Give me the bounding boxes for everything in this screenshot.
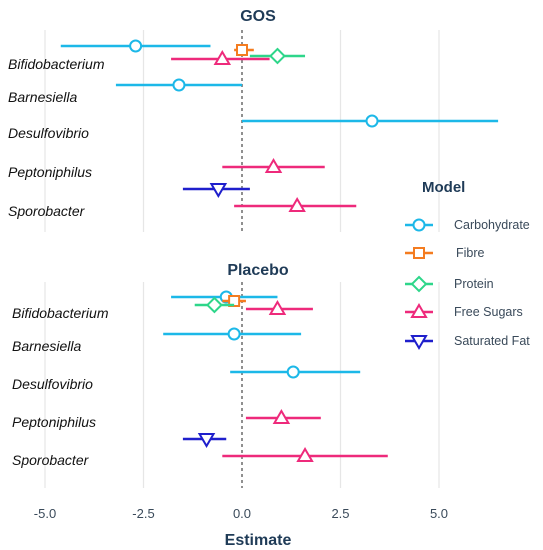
point-marker xyxy=(288,197,306,212)
data-point-protein xyxy=(249,47,306,65)
x-tick-label: 2.5 xyxy=(331,506,349,521)
data-point-fibre xyxy=(234,44,254,56)
point-marker xyxy=(236,44,248,56)
legend-label: Carbohydrate xyxy=(454,218,530,232)
panel-title: Placebo xyxy=(227,262,289,279)
point-marker xyxy=(129,39,143,53)
category-label: Peptoniphilus xyxy=(12,414,96,430)
category-label: Barnesiella xyxy=(12,338,81,354)
x-tick-label: 5.0 xyxy=(430,506,448,521)
legend-label: Free Sugars xyxy=(454,305,523,319)
category-label: Sporobacter xyxy=(12,452,90,468)
point-marker xyxy=(227,327,241,341)
data-point-carbohydrate xyxy=(60,39,211,53)
point-marker xyxy=(213,50,232,65)
legend: Model Carbohydrate Fibre Protein Free Sugars… xyxy=(405,179,530,350)
legend-marker xyxy=(410,335,428,350)
point-marker xyxy=(286,365,300,379)
legend-label: Fibre xyxy=(456,246,485,260)
panel-gos: GOS Bifidobacterium Barnesiella Desulfovibr… xyxy=(8,8,499,232)
legend-marker xyxy=(410,275,428,293)
point-marker xyxy=(365,114,379,128)
x-axis: -5.0 -2.5 0.0 2.5 5.0 Estimate xyxy=(34,506,448,549)
gridlines xyxy=(44,30,440,232)
data-point-free-sugars xyxy=(222,158,325,173)
category-label: Desulfovibrio xyxy=(12,376,93,392)
legend-item-saturated-fat: Saturated Fat xyxy=(405,334,530,350)
legend-label: Saturated Fat xyxy=(454,334,530,348)
legend-marker xyxy=(412,218,426,232)
data-point-saturated-fat xyxy=(182,433,227,448)
data-point-free-sugars xyxy=(222,447,388,462)
category-label: Desulfovibrio xyxy=(8,125,89,141)
category-label: Bifidobacterium xyxy=(8,56,105,72)
legend-title: Model xyxy=(422,179,465,196)
legend-marker xyxy=(410,303,428,318)
legend-item-fibre: Fibre xyxy=(405,246,485,260)
category-label: Sporobacter xyxy=(8,203,86,219)
data-point-free-sugars xyxy=(234,197,357,212)
point-marker xyxy=(264,158,283,173)
category-label: Barnesiella xyxy=(8,89,77,105)
data-point-carbohydrate xyxy=(230,365,361,379)
data-point-carbohydrate xyxy=(115,78,242,92)
legend-item-free-sugars: Free Sugars xyxy=(405,303,523,319)
legend-item-carbohydrate: Carbohydrate xyxy=(405,218,530,232)
panel-title: GOS xyxy=(240,8,276,25)
data-point-saturated-fat xyxy=(182,183,250,198)
legend-marker xyxy=(413,247,425,259)
point-marker xyxy=(209,183,228,198)
point-marker xyxy=(172,78,186,92)
legend-item-protein: Protein xyxy=(405,275,494,293)
x-tick-label: -5.0 xyxy=(34,506,56,521)
data-point-free-sugars xyxy=(245,300,313,315)
point-marker xyxy=(269,47,286,65)
x-axis-label: Estimate xyxy=(225,532,292,549)
point-marker xyxy=(268,300,287,315)
x-tick-label: -2.5 xyxy=(132,506,154,521)
category-label: Peptoniphilus xyxy=(8,164,92,180)
point-marker xyxy=(206,296,223,314)
gridlines xyxy=(44,282,440,488)
data-point-carbohydrate xyxy=(163,327,302,341)
legend-label: Protein xyxy=(454,277,494,291)
x-tick-label: 0.0 xyxy=(233,506,251,521)
data-point-carbohydrate xyxy=(242,114,499,128)
panels-layer: GOS Bifidobacterium Barnesiella Desulfovibr… xyxy=(8,8,499,488)
point-marker xyxy=(272,409,291,424)
point-marker xyxy=(197,433,216,448)
data-point-free-sugars xyxy=(171,50,270,65)
data-point-free-sugars xyxy=(245,409,321,424)
panel-placebo: Placebo Bifidobacterium Barnesiella Desulfo… xyxy=(12,262,440,488)
point-marker xyxy=(296,447,314,462)
category-label: Bifidobacterium xyxy=(12,305,109,321)
data-point-protein xyxy=(194,296,235,314)
